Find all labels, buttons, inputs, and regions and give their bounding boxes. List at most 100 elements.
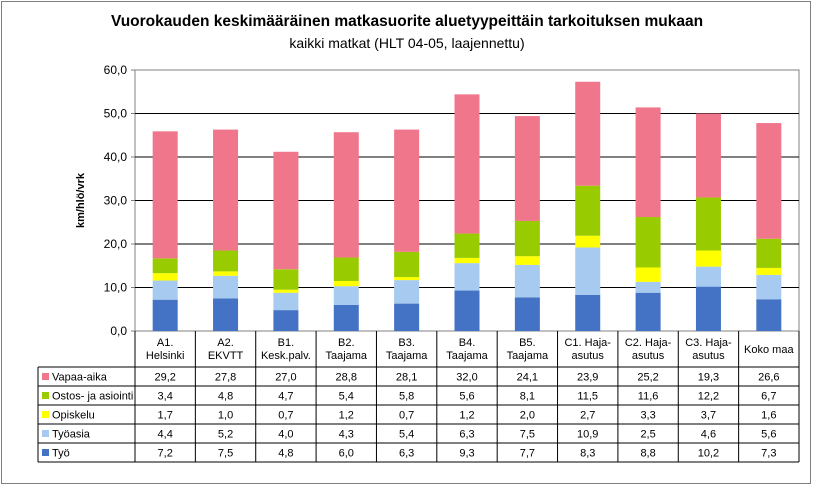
x-category-label: C2. Haja-	[625, 337, 672, 349]
data-label: 3,7	[701, 410, 716, 422]
bar-segment	[394, 277, 420, 281]
data-label: 0,7	[278, 410, 293, 422]
legend-label: Opiskelu	[52, 410, 95, 422]
x-category-label: EKVTT	[208, 350, 244, 362]
bar-segment	[635, 217, 661, 268]
data-label: 28,1	[396, 372, 417, 384]
bar-segment	[514, 256, 540, 265]
bar-segment	[213, 271, 239, 276]
bar-segment	[695, 286, 721, 331]
data-label: 6,3	[459, 429, 474, 441]
bar-segment	[695, 197, 721, 251]
bar-segment	[514, 297, 540, 331]
data-label: 7,5	[520, 429, 535, 441]
bar-segment	[394, 251, 420, 278]
x-category-label: B2.	[338, 337, 355, 349]
data-label: 2,5	[640, 429, 655, 441]
data-label: 24,1	[517, 372, 538, 384]
data-label: 11,5	[577, 391, 598, 403]
data-label: 4,3	[339, 429, 354, 441]
data-label: 27,0	[275, 372, 296, 384]
bar-segment	[635, 107, 661, 218]
data-label: 11,6	[638, 391, 659, 403]
bar-segment	[756, 238, 782, 268]
y-tick-label: 60,0	[104, 63, 128, 77]
bar-segment	[213, 250, 239, 272]
bar-segment	[756, 123, 782, 239]
data-label: 8,3	[580, 448, 595, 460]
x-category-label: asutus	[692, 350, 725, 362]
data-label: 3,4	[158, 391, 173, 403]
bar-segment	[333, 280, 359, 287]
data-label: 4,6	[701, 429, 716, 441]
data-label: 10,2	[698, 448, 719, 460]
chart-title: Vuorokauden keskimääräinen matkasuorite …	[110, 13, 704, 30]
data-label: 0,7	[399, 410, 414, 422]
data-label: 1,2	[339, 410, 354, 422]
legend-key	[42, 373, 49, 380]
data-label: 28,8	[336, 372, 357, 384]
bar-segment	[273, 310, 299, 331]
bar-segment	[213, 275, 239, 299]
data-label: 1,7	[158, 410, 173, 422]
data-label: 1,2	[459, 410, 474, 422]
bar-segment	[635, 292, 661, 331]
data-label: 27,8	[215, 372, 236, 384]
x-category-label: Taajama	[325, 350, 367, 362]
data-label: 6,0	[339, 448, 354, 460]
bar-segment	[454, 94, 480, 234]
data-label: 2,7	[580, 410, 595, 422]
bar-segment	[635, 267, 661, 282]
x-category-label: A1.	[157, 337, 174, 349]
bar-segment	[333, 132, 359, 258]
x-category-label: C3. Haja-	[685, 337, 732, 349]
data-label: 6,3	[399, 448, 414, 460]
data-label: 23,9	[577, 372, 598, 384]
bar-segment	[695, 113, 721, 198]
y-tick-label: 10,0	[104, 281, 128, 295]
data-label: 2,0	[520, 410, 535, 422]
data-label: 7,2	[158, 448, 173, 460]
bar-segment	[152, 299, 178, 331]
data-label: 5,4	[339, 391, 354, 403]
data-label: 5,4	[399, 429, 414, 441]
data-label: 1,6	[761, 410, 776, 422]
bar-segment	[756, 267, 782, 275]
data-label: 5,6	[459, 391, 474, 403]
data-label: 5,2	[218, 429, 233, 441]
legend-label: Työasia	[52, 429, 91, 441]
bar-segment	[514, 264, 540, 298]
x-category-label: Helsinki	[146, 350, 185, 362]
x-category-label: C1. Haja-	[564, 337, 611, 349]
y-tick-label: 20,0	[104, 237, 128, 251]
bar-segment	[454, 263, 480, 291]
data-label: 4,0	[278, 429, 293, 441]
data-label: 7,7	[520, 448, 535, 460]
bar-segment	[454, 257, 480, 264]
x-category-label: B3.	[398, 337, 415, 349]
bar-segment	[575, 247, 601, 295]
x-category-label: Taajama	[507, 350, 549, 362]
bar-segment	[152, 258, 178, 274]
bar-segment	[273, 269, 299, 290]
bar-segment	[152, 280, 178, 300]
bar-segment	[635, 281, 661, 293]
x-category-label: Koko maa	[744, 344, 794, 356]
data-label: 1,0	[218, 410, 233, 422]
data-label: 7,3	[761, 448, 776, 460]
data-label: 4,7	[278, 391, 293, 403]
x-category-label: B5.	[519, 337, 536, 349]
data-label: 5,6	[761, 429, 776, 441]
bar-segment	[394, 129, 420, 252]
bar-segment	[213, 129, 239, 251]
data-label: 3,3	[640, 410, 655, 422]
bar-segment	[575, 185, 601, 236]
x-category-label: A2.	[217, 337, 234, 349]
legend-key	[42, 392, 49, 399]
bar-segment	[152, 131, 178, 259]
x-category-label: B1.	[278, 337, 295, 349]
x-category-label: Kesk.palv.	[261, 350, 311, 362]
legend-label: Työ	[52, 448, 70, 460]
y-tick-label: 50,0	[104, 107, 128, 121]
